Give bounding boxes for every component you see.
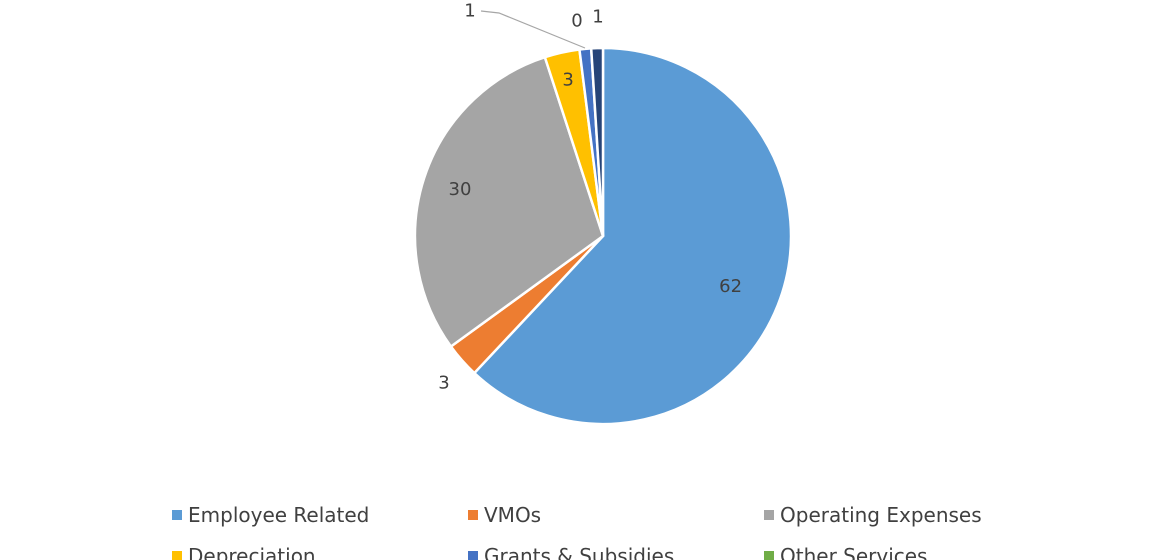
legend-swatch-other-services: [764, 551, 774, 560]
legend-item-vmos: VMOs: [468, 503, 541, 527]
data-label-other-services: 0: [571, 11, 582, 32]
pie-slice-operating-expenses: [413, 55, 605, 348]
data-label-grants-and-subsidies: 1: [464, 1, 475, 22]
pie-slice-employee-related: [473, 46, 793, 426]
leader-lines: [480, 10, 586, 49]
legend-swatch-operating-expenses: [764, 510, 774, 520]
legend-swatch-depreciation: [172, 551, 182, 560]
legend-item-other-services: Other Services: [764, 544, 927, 560]
legend-label-other-services: Other Services: [780, 544, 927, 560]
pie-slice-other-expenses: [589, 46, 605, 238]
legend-label-depreciation: Depreciation: [188, 544, 316, 560]
legend-label-employee-related: Employee Related: [188, 503, 369, 527]
legend-label-vmos: VMOs: [484, 503, 541, 527]
legend-swatch-vmos: [468, 510, 478, 520]
legend-swatch-employee-related: [172, 510, 182, 520]
legend-item-depreciation: Depreciation: [172, 544, 316, 560]
data-label-employee-related: 62: [719, 276, 742, 297]
legend: Employee Related VMOs Operating Expenses De…: [172, 503, 982, 560]
legend-item-grants-and-subsidies: Grants & Subsidies: [468, 544, 674, 560]
data-label-depreciation: 3: [562, 70, 573, 91]
legend-item-operating-expenses: Operating Expenses: [764, 503, 982, 527]
data-label-other-expenses: 1: [592, 7, 603, 28]
data-label-operating-expenses: 30: [449, 179, 472, 200]
leader-line-grants-and-subsidies: [480, 10, 586, 49]
data-label-vmos: 3: [438, 373, 449, 394]
legend-label-grants-and-subsidies: Grants & Subsidies: [484, 544, 674, 560]
legend-swatch-grants-and-subsidies: [468, 551, 478, 560]
legend-label-operating-expenses: Operating Expenses: [780, 503, 982, 527]
pie-slices: [413, 46, 793, 426]
legend-item-employee-related: Employee Related: [172, 503, 369, 527]
